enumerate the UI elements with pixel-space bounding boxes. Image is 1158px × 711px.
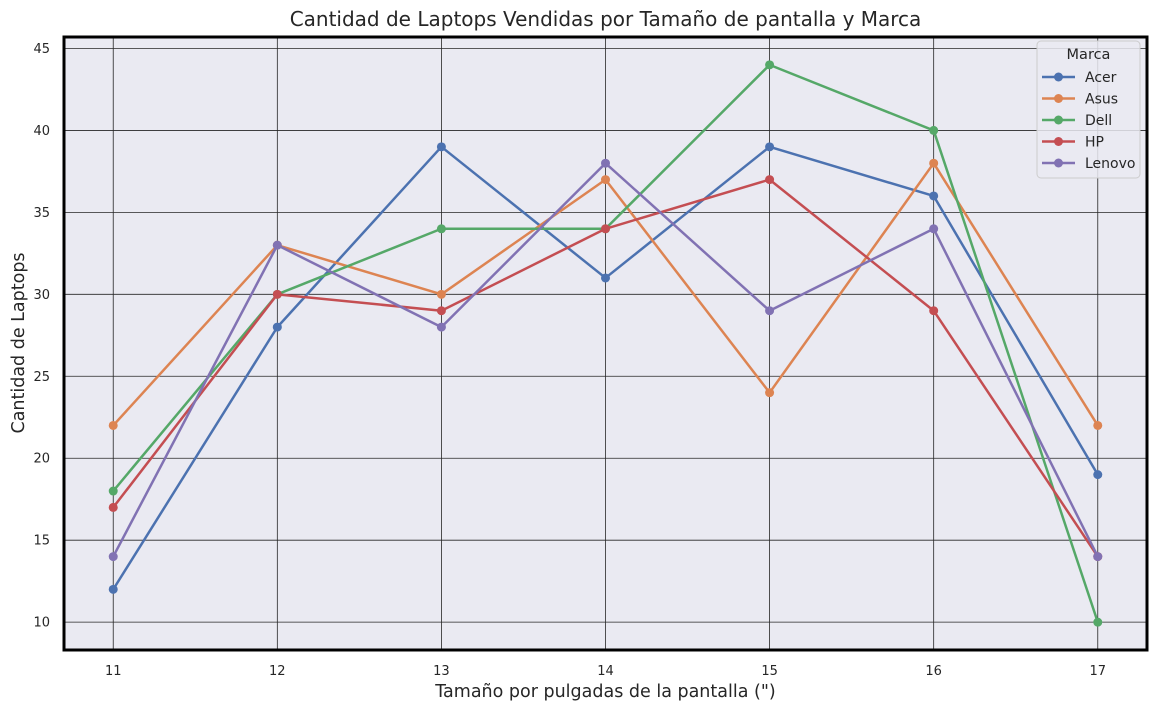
- data-point-acer: [929, 191, 939, 201]
- chart-title: Cantidad de Laptops Vendidas por Tamaño …: [290, 7, 922, 31]
- legend-label-lenovo: Lenovo: [1085, 156, 1135, 172]
- data-point-lenovo: [765, 306, 775, 316]
- y-tick-label: 25: [33, 370, 50, 385]
- data-point-hp: [108, 502, 118, 512]
- x-tick-label: 17: [1089, 664, 1106, 679]
- data-point-dell: [765, 60, 775, 70]
- x-tick-label: 11: [105, 664, 122, 679]
- data-point-hp: [601, 224, 610, 234]
- data-point-lenovo: [108, 552, 118, 562]
- legend-title: Marca: [1067, 47, 1111, 63]
- data-point-asus: [1093, 420, 1103, 430]
- data-point-lenovo: [436, 322, 446, 332]
- legend-label-dell: Dell: [1085, 113, 1112, 129]
- legend-box: [1036, 40, 1141, 179]
- data-point-hp: [272, 289, 282, 299]
- plot-frame: [62, 35, 1149, 652]
- data-point-dell: [436, 224, 446, 234]
- y-axis-label: Cantidad de Laptops: [9, 252, 29, 433]
- data-point-hp: [929, 306, 939, 316]
- y-tick-label: 30: [33, 288, 50, 303]
- x-tick-label: 16: [925, 664, 942, 679]
- data-point-lenovo: [272, 240, 282, 250]
- data-point-asus: [108, 420, 118, 430]
- x-tick-label: 12: [269, 664, 286, 679]
- x-tick-label: 13: [433, 664, 450, 679]
- data-point-asus: [929, 158, 939, 168]
- legend-label-asus: Asus: [1085, 92, 1118, 108]
- y-tick-label: 20: [33, 452, 50, 467]
- y-tick-label: 35: [33, 206, 50, 221]
- legend-item-acer: Acer: [1042, 70, 1117, 86]
- x-axis-label: Tamaño por pulgadas de la pantalla ("): [434, 682, 775, 702]
- data-point-hp: [436, 306, 446, 316]
- data-point-acer: [765, 142, 775, 152]
- grid: [64, 37, 1147, 650]
- data-point-lenovo: [929, 224, 939, 234]
- x-tick-label: 15: [761, 664, 778, 679]
- data-point-hp: [765, 175, 775, 185]
- legend-label-hp: HP: [1085, 135, 1104, 151]
- legend-label-acer: Acer: [1085, 70, 1117, 86]
- x-tick-label: 14: [597, 664, 614, 679]
- legend-item-lenovo: Lenovo: [1042, 156, 1135, 172]
- legend-marker-dell: [1054, 115, 1063, 125]
- data-point-asus: [436, 289, 446, 299]
- data-point-dell: [1093, 617, 1103, 627]
- legend: Marca Acer Asus Dell HP Lenovo: [1036, 40, 1141, 179]
- data-point-dell: [108, 486, 118, 496]
- data-point-asus: [601, 175, 610, 185]
- y-tick-label: 45: [33, 42, 50, 57]
- data-point-acer: [272, 322, 282, 332]
- legend-item-asus: Asus: [1042, 92, 1118, 108]
- y-tick-label: 40: [33, 124, 50, 139]
- legend-marker-acer: [1054, 72, 1063, 82]
- data-point-acer: [436, 142, 446, 152]
- data-point-acer: [108, 584, 118, 594]
- data-point-acer: [1093, 470, 1103, 480]
- legend-item-hp: HP: [1042, 135, 1104, 151]
- y-tick-label: 10: [33, 616, 50, 631]
- series-acer: [108, 142, 1103, 594]
- data-point-lenovo: [1093, 552, 1103, 562]
- data-point-dell: [929, 125, 939, 135]
- y-tick-label: 15: [33, 534, 50, 549]
- tick-labels: 11 12 13 14 15 16 17 10 15 20 25 30 35 40 45: [33, 42, 1106, 679]
- data-point-acer: [601, 273, 610, 283]
- data-point-asus: [765, 388, 775, 398]
- data-point-lenovo: [601, 158, 610, 168]
- legend-marker-asus: [1054, 94, 1063, 103]
- series-group: [108, 60, 1103, 627]
- legend-marker-lenovo: [1054, 158, 1063, 168]
- legend-item-dell: Dell: [1042, 113, 1112, 129]
- series-lenovo: [108, 158, 1103, 562]
- legend-marker-hp: [1054, 137, 1063, 146]
